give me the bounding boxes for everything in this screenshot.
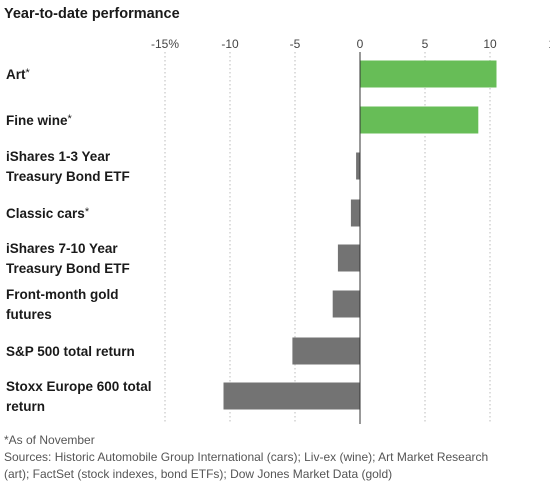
category-label: Art* bbox=[6, 67, 31, 82]
x-tick-label: -5 bbox=[290, 37, 301, 51]
category-label: futures bbox=[6, 307, 52, 322]
bar-fine-wine bbox=[360, 106, 479, 134]
x-tick-label: 15 bbox=[548, 37, 550, 51]
category-label: Classic cars* bbox=[6, 206, 90, 221]
category-label: Front-month gold bbox=[6, 287, 118, 302]
category-label: S&P 500 total return bbox=[6, 344, 135, 359]
x-tick-label: -10 bbox=[221, 37, 239, 51]
x-tick-label: -15% bbox=[151, 37, 179, 51]
bar-art bbox=[360, 60, 497, 88]
bar-chart-plot: -15% -10 -5 0 5 10 15 Art* Fine wine* iShares 1-3… bbox=[6, 37, 550, 424]
bar-front-month-gold-futures bbox=[332, 290, 360, 318]
category-label: return bbox=[6, 399, 45, 414]
chart-notes: *As of November Sources: Historic Automo… bbox=[4, 432, 544, 483]
sources-line-2: (art); FactSet (stock indexes, bond ETFs… bbox=[4, 467, 393, 481]
category-label: Treasury Bond ETF bbox=[6, 169, 130, 184]
category-label: Stoxx Europe 600 total bbox=[6, 379, 152, 394]
bar-classic-cars bbox=[350, 199, 360, 227]
bar-s-p-500-total-return bbox=[292, 337, 360, 365]
chart-title: Year-to-date performance bbox=[4, 6, 180, 22]
bar-ishares-1-3-year-treasury-bond-etf bbox=[356, 152, 360, 180]
x-tick-label: 5 bbox=[422, 37, 429, 51]
category-label: iShares 7-10 Year bbox=[6, 241, 118, 256]
category-label: iShares 1-3 Year bbox=[6, 149, 111, 164]
footnote: *As of November bbox=[4, 433, 95, 447]
bar-stoxx-europe-600-total-return bbox=[223, 382, 360, 410]
bar-ishares-7-10-year-treasury-bond-etf bbox=[337, 244, 360, 272]
sources-line-1: Sources: Historic Automobile Group Inter… bbox=[4, 450, 489, 464]
category-label: Fine wine* bbox=[6, 113, 73, 128]
x-tick-label: 10 bbox=[483, 37, 497, 51]
x-tick-label: 0 bbox=[357, 37, 364, 51]
category-label: Treasury Bond ETF bbox=[6, 261, 130, 276]
